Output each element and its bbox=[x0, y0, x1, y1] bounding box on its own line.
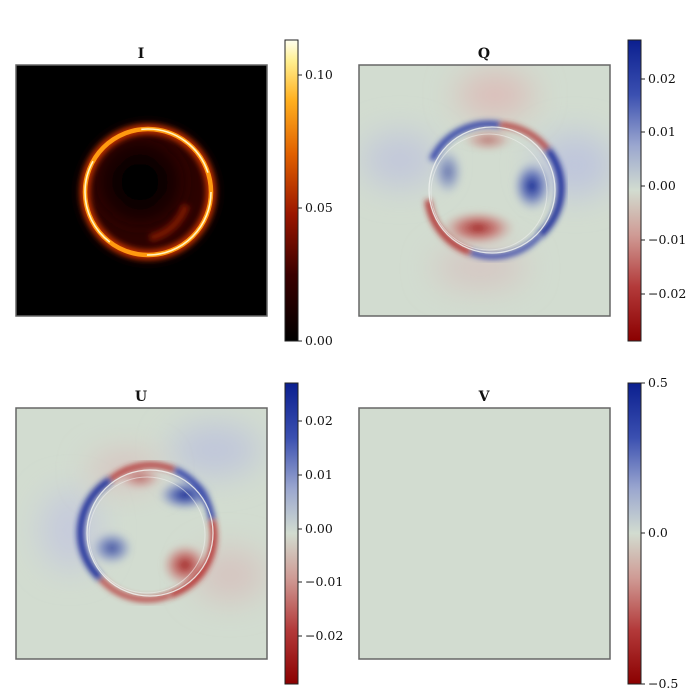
heatmap-q bbox=[359, 65, 610, 316]
panel-i-title: I bbox=[138, 46, 145, 62]
colorbar-u-tick: 0.00 bbox=[305, 521, 333, 536]
panel-v-title: V bbox=[478, 389, 491, 405]
colorbar-u-tick: −0.01 bbox=[305, 574, 343, 589]
colorbar-q-tick: −0.01 bbox=[648, 232, 686, 247]
colorbar-q-tick: −0.02 bbox=[648, 286, 686, 301]
panel-v: V 0.5 0.0 −0.5 bbox=[358, 375, 678, 691]
colorbar-i: 0.00 0.05 0.10 bbox=[284, 39, 333, 348]
colorbar-u: 0.02 0.01 0.00 −0.01 −0.02 bbox=[284, 382, 343, 685]
colorbar-v-tick: −0.5 bbox=[648, 676, 678, 691]
colorbar-u-tick: 0.01 bbox=[305, 467, 333, 482]
panel-u-title: U bbox=[135, 389, 147, 405]
colorbar-v-tick: 0.0 bbox=[648, 525, 668, 540]
colorbar-v-tick: 0.5 bbox=[648, 375, 668, 390]
panel-i: I 0.00 0.05 0.10 bbox=[15, 39, 333, 348]
panel-u: U bbox=[15, 382, 343, 685]
panel-q-frame bbox=[358, 64, 611, 317]
colorbar-q-tick: 0.01 bbox=[648, 124, 676, 139]
colorbar-i-tick: 0.10 bbox=[305, 67, 333, 82]
colorbar-v: 0.5 0.0 −0.5 bbox=[627, 375, 678, 691]
panel-q-title: Q bbox=[478, 46, 490, 62]
colorbar-i-tick: 0.05 bbox=[305, 200, 333, 215]
panel-u-frame bbox=[15, 407, 268, 660]
colorbar-q: 0.02 0.01 0.00 −0.01 −0.02 bbox=[627, 39, 686, 342]
colorbar-u-tick: −0.02 bbox=[305, 628, 343, 643]
heatmap-u bbox=[16, 408, 267, 659]
colorbar-u-tick: 0.02 bbox=[305, 413, 333, 428]
panel-q: Q bbox=[358, 39, 686, 342]
colorbar-q-tick: 0.02 bbox=[648, 71, 676, 86]
heatmap-i bbox=[16, 65, 267, 316]
colorbar-i-tick: 0.00 bbox=[305, 333, 333, 348]
panel-i-frame bbox=[15, 64, 268, 317]
colorbar-q-tick: 0.00 bbox=[648, 178, 676, 193]
panel-v-frame bbox=[358, 407, 611, 660]
heatmap-v bbox=[359, 408, 610, 659]
